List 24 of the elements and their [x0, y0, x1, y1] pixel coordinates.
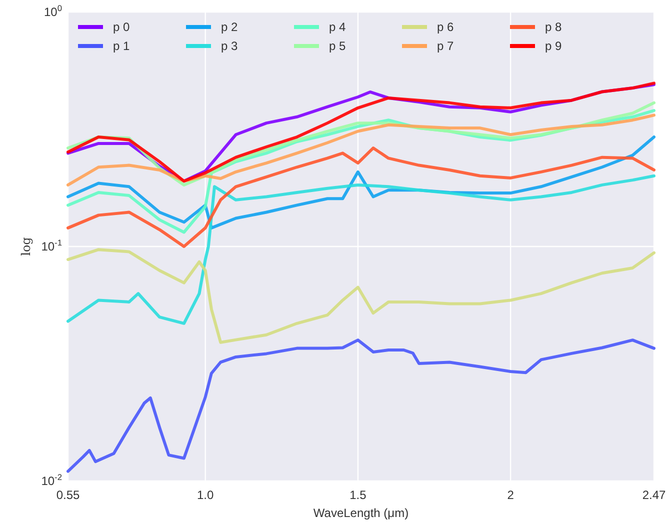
line-series — [66, 174, 656, 325]
y-axis-title: log — [19, 236, 33, 256]
legend-label: p 7 — [437, 39, 454, 53]
x-tick-label: 0.55 — [56, 488, 80, 502]
legend-label: p 2 — [221, 20, 238, 34]
x-tick-label: 2 — [507, 488, 514, 502]
legend-label: p 8 — [545, 20, 562, 34]
line-series — [66, 248, 656, 344]
line-series — [66, 338, 656, 473]
line-series — [66, 146, 656, 248]
legend-label: p 0 — [113, 20, 130, 34]
x-tick-label: 1.0 — [197, 488, 214, 502]
x-axis-title: WaveLength (μm) — [313, 506, 409, 520]
x-tick-label: 2.47 — [642, 488, 666, 502]
y-tick-label: 10$^{-2}$ — [41, 472, 62, 488]
y-tick-label: 10$^{-1}$ — [41, 238, 62, 254]
legend-label: p 9 — [545, 39, 562, 53]
x-tick-label: 1.5 — [350, 488, 367, 502]
legend-label: p 4 — [329, 20, 346, 34]
legend-label: p 1 — [113, 39, 130, 53]
y-tick-label: 10$^{0}$ — [44, 3, 62, 19]
legend-label: p 6 — [437, 20, 454, 34]
legend-label: p 3 — [221, 39, 238, 53]
legend-label: p 5 — [329, 39, 346, 53]
